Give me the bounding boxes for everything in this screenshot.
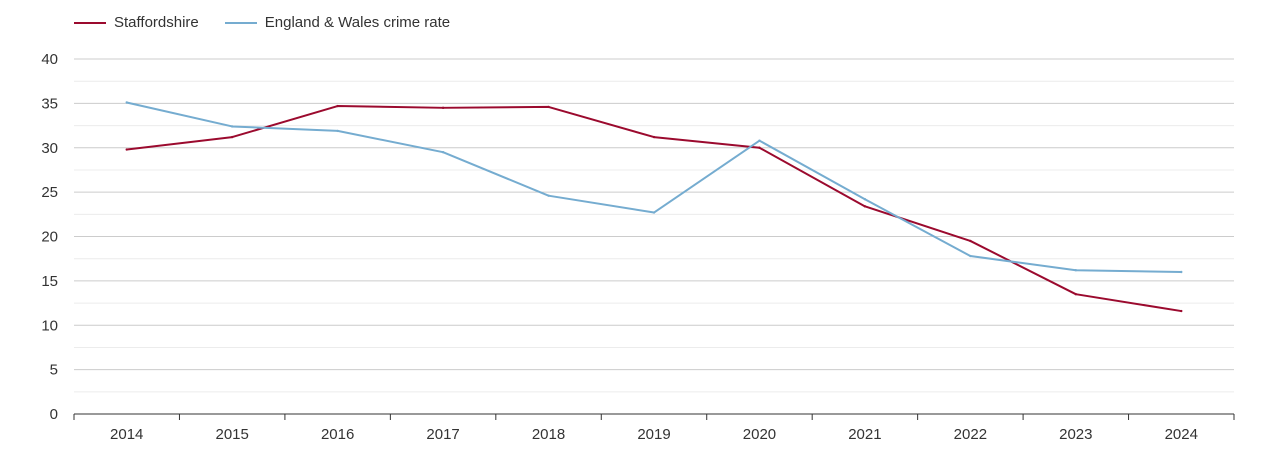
x-tick-label: 2021 [848,426,881,443]
legend-swatch-staffordshire [74,21,106,24]
x-tick-label: 2017 [426,426,459,443]
x-tick-label: 2016 [321,426,354,443]
data-point-staffordshire [547,105,550,109]
data-point-england-wales-crime-rate [758,139,761,142]
data-point-england-wales-crime-rate [336,129,339,133]
x-tick-label: 2019 [637,426,670,443]
data-point-staffordshire [336,104,339,108]
data-point-england-wales-crime-rate [441,150,445,154]
y-tick-label: 10 [41,317,58,334]
y-tick-label: 30 [41,140,58,157]
data-point-staffordshire [652,135,656,139]
y-tick-label: 15 [41,273,58,290]
x-tick-label: 2024 [1165,426,1198,443]
data-point-england-wales-crime-rate [1180,270,1183,274]
x-tick-label: 2015 [215,426,248,443]
x-tick-label: 2023 [1059,426,1092,443]
series-line-england-wales-crime-rate [126,101,1182,273]
legend-label-england-wales: England & Wales crime rate [264,14,451,31]
x-tick-label: 2022 [954,426,987,443]
data-point-england-wales-crime-rate [230,125,234,128]
legend-item-england-wales[interactable]: England & Wales crime rate [224,14,451,31]
x-tick-label: 2020 [743,426,776,443]
data-point-staffordshire [1074,292,1078,296]
legend-item-staffordshire[interactable]: Staffordshire [74,14,199,31]
y-tick-label: 5 [50,362,58,379]
data-point-staffordshire [125,148,128,151]
data-point-staffordshire [441,106,445,110]
x-tick-label: 2014 [110,426,143,443]
y-tick-label: 0 [50,406,58,423]
data-point-staffordshire [863,205,867,208]
y-tick-label: 40 [41,51,58,68]
data-point-england-wales-crime-rate [969,254,972,258]
data-point-staffordshire [758,146,761,149]
data-point-staffordshire [230,135,234,139]
data-point-england-wales-crime-rate [547,194,550,197]
legend-swatch-england-wales [224,21,257,24]
data-point-england-wales-crime-rate [863,198,867,201]
x-tick-label: 2018 [532,426,565,443]
y-tick-label: 20 [41,229,58,246]
y-tick-label: 25 [41,184,58,201]
data-point-england-wales-crime-rate [1074,269,1078,272]
data-point-england-wales-crime-rate [652,211,656,214]
legend-label-staffordshire: Staffordshire [114,14,199,31]
data-point-staffordshire [1180,309,1183,313]
data-point-england-wales-crime-rate [125,101,128,104]
data-point-staffordshire [969,239,972,243]
y-tick-label: 35 [41,95,58,112]
legend: Staffordshire England & Wales crime rate [74,14,450,31]
